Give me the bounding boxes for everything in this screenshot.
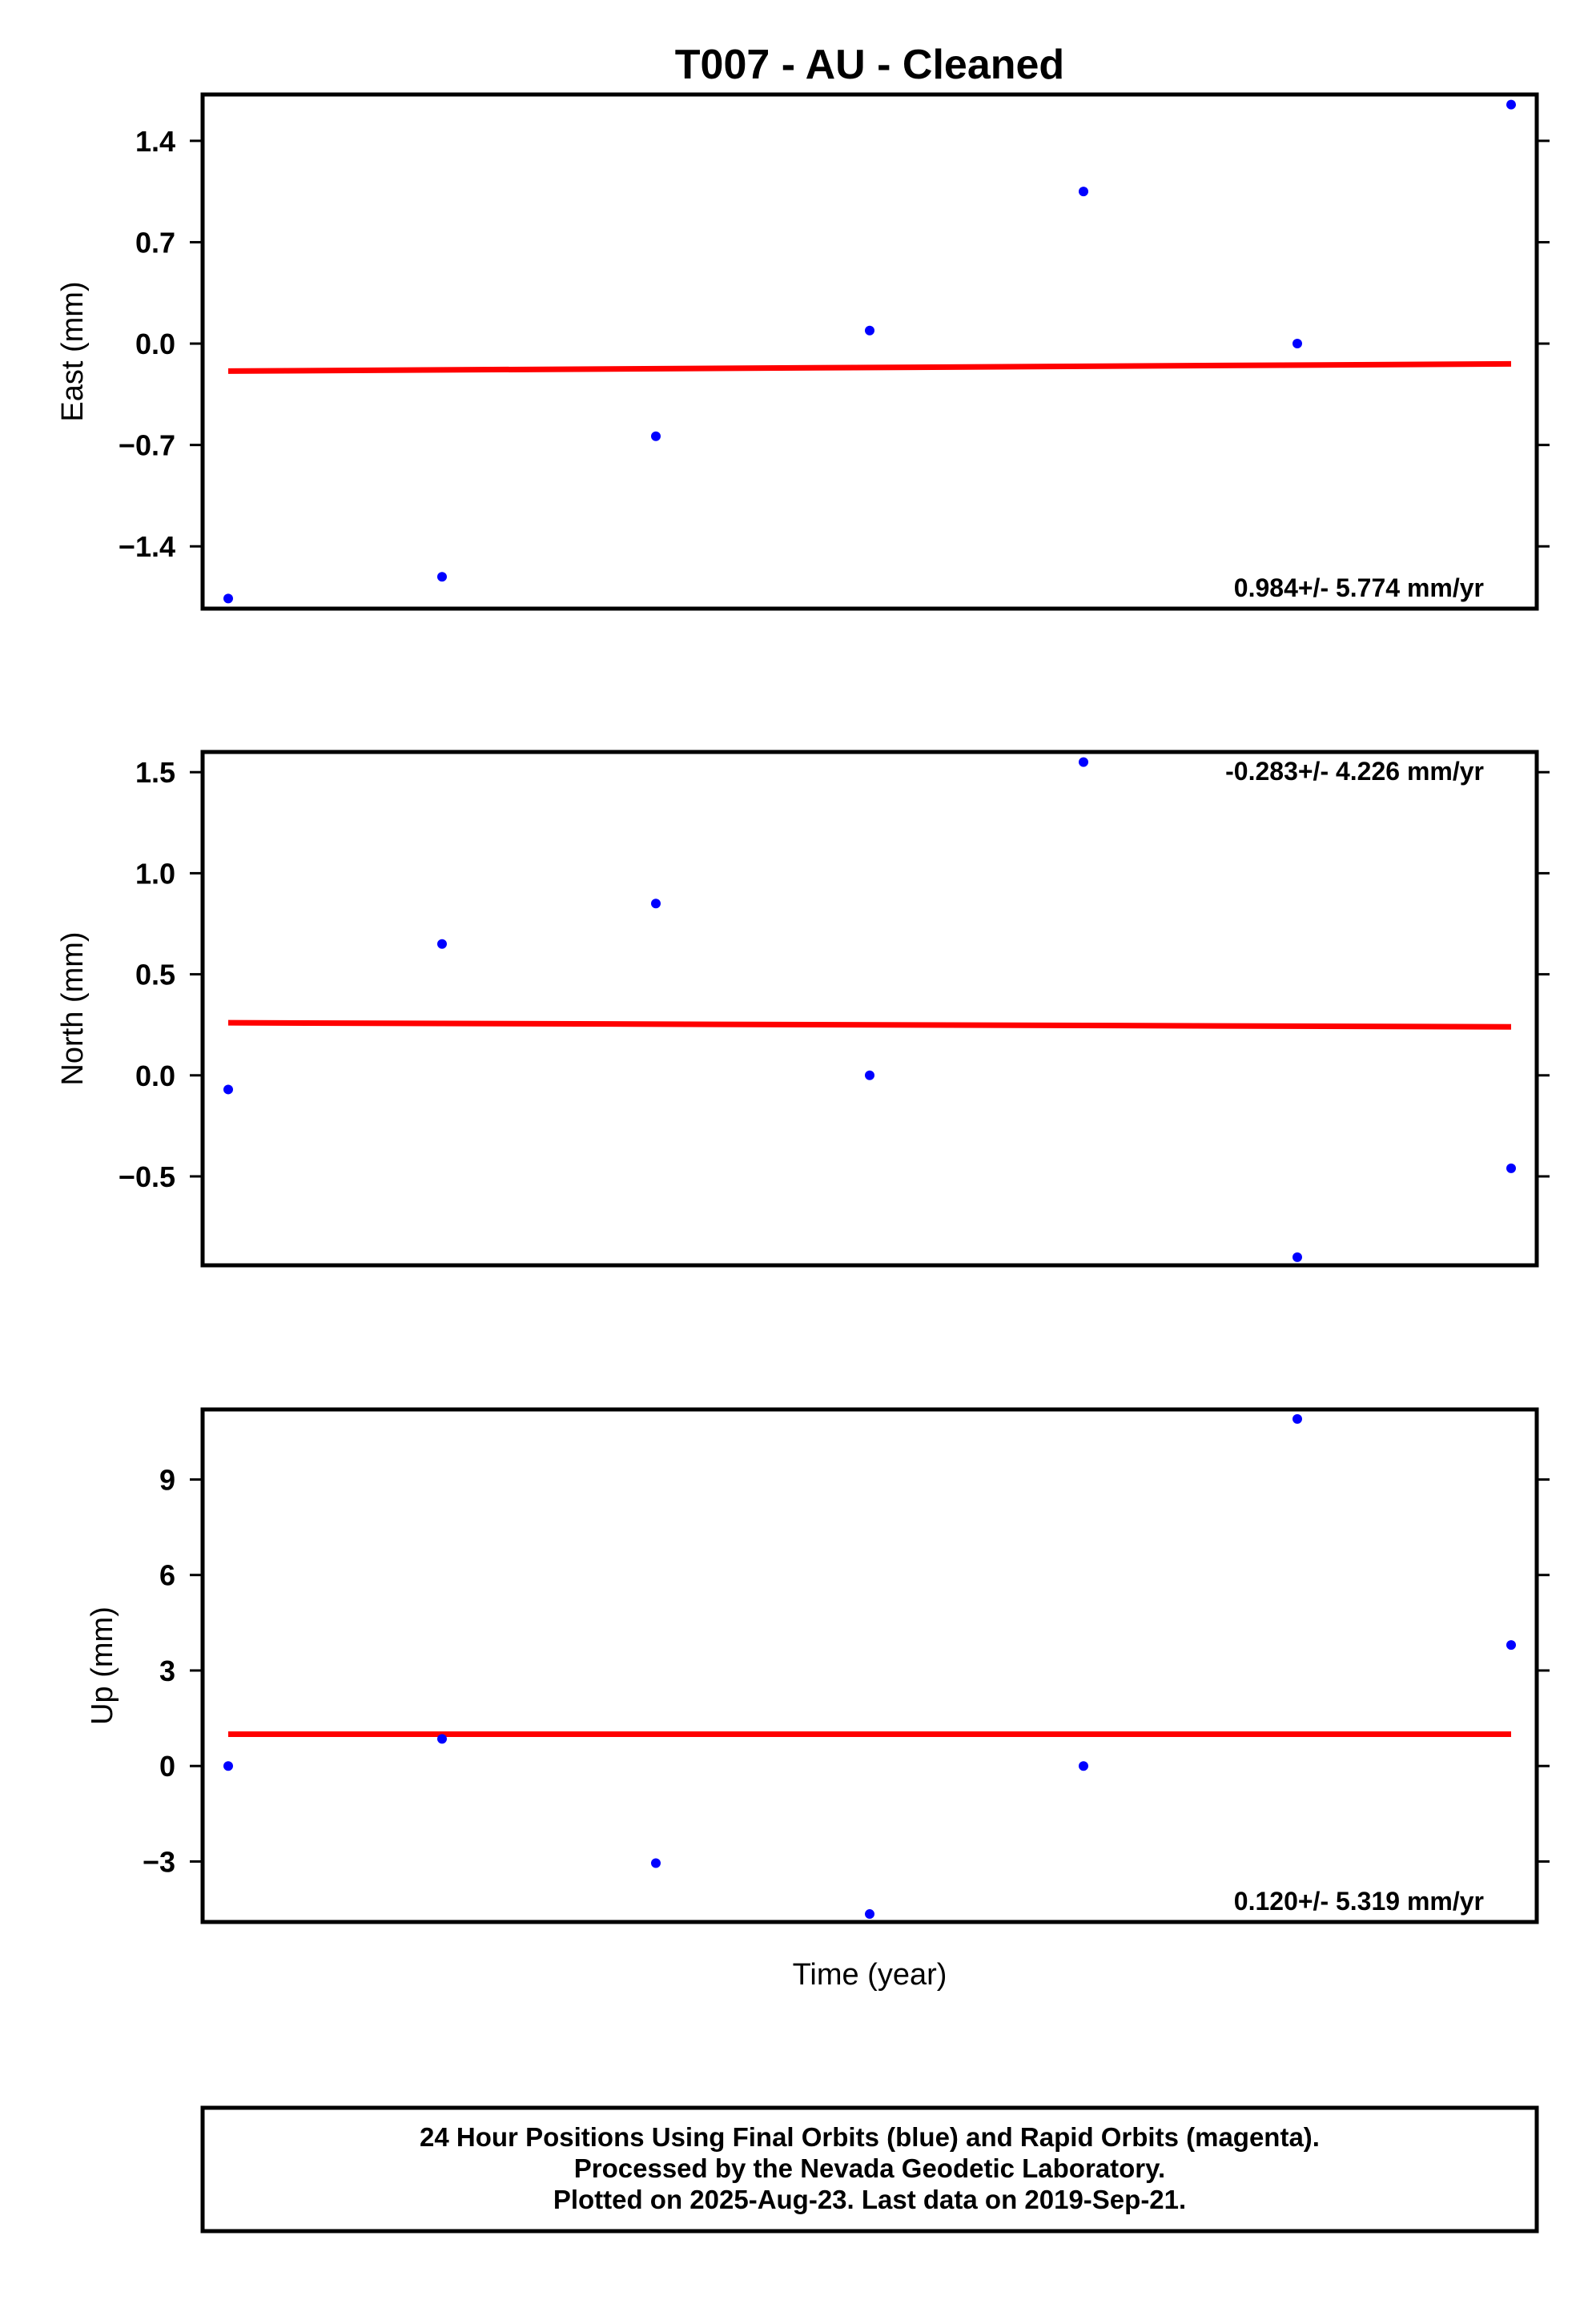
east-panel: 1.4 0.7 0.0 −0.7 −1.4 East (mm) 0.984+/- 5.774… <box>56 92 1550 611</box>
plot-frame <box>200 1407 1539 1924</box>
data-point <box>223 593 233 604</box>
data-point <box>1079 187 1088 197</box>
data-point <box>1292 1413 1302 1424</box>
y-tick-label: 1.4 <box>135 125 175 158</box>
y-tick-label: 0.7 <box>135 226 175 259</box>
data-point <box>865 1909 874 1920</box>
plot-frame <box>200 750 1539 1268</box>
footer-line-3: Plotted on 2025-Aug-23. Last data on 201… <box>553 2185 1186 2214</box>
y-tick-label: −1.4 <box>119 530 175 563</box>
data-point <box>865 325 874 336</box>
data-point <box>1506 1640 1516 1651</box>
y-tick-label: 0 <box>159 1750 175 1783</box>
data-point <box>1292 1252 1302 1262</box>
y-tick-label: 6 <box>159 1559 175 1592</box>
y-axis-label: North (mm) <box>56 931 90 1085</box>
data-point <box>1292 339 1302 349</box>
y-tick-label: 1.0 <box>135 857 175 890</box>
rate-label: -0.283+/- 4.226 mm/yr <box>1225 757 1484 786</box>
y-tick-label: 0.5 <box>135 959 175 991</box>
y-tick-label: 9 <box>159 1463 175 1496</box>
data-point <box>437 939 447 949</box>
x-axis-label: Time (year) <box>793 1958 947 1992</box>
data-point <box>223 1084 233 1095</box>
y-tick-label: 0.0 <box>135 1059 175 1092</box>
data-point <box>1506 1163 1516 1173</box>
north-panel: 1.5 1.0 0.5 0.0 −0.5 North (mm) -0.283+/- 4.22… <box>56 750 1550 1268</box>
data-point <box>437 572 447 582</box>
data-point <box>651 899 661 909</box>
y-tick-label: −0.5 <box>119 1160 175 1193</box>
plot-frame <box>200 92 1539 611</box>
footer-line-1: 24 Hour Positions Using Final Orbits (bl… <box>420 2122 1320 2152</box>
data-point <box>865 1070 874 1080</box>
y-tick-label: 0.0 <box>135 328 175 360</box>
y-axis-label: East (mm) <box>56 281 90 421</box>
data-point <box>1506 99 1516 110</box>
footer-box <box>200 2105 1539 2234</box>
y-axis-label: Up (mm) <box>86 1606 119 1725</box>
data-point <box>1079 757 1088 767</box>
data-point <box>651 431 661 441</box>
data-point <box>651 1858 661 1868</box>
rate-label: 0.120+/- 5.319 mm/yr <box>1234 1887 1484 1916</box>
y-tick-label: 1.5 <box>135 756 175 789</box>
trend-line <box>227 1019 1512 1030</box>
data-point <box>1079 1761 1088 1771</box>
y-tick-label: 3 <box>159 1655 175 1687</box>
data-point <box>437 1734 447 1744</box>
y-tick-label: −0.7 <box>119 429 175 462</box>
rate-label: 0.984+/- 5.774 mm/yr <box>1234 573 1484 602</box>
trend-line <box>227 360 1512 374</box>
footer-line-2: Processed by the Nevada Geodetic Laborat… <box>574 2153 1165 2183</box>
y-tick-label: −3 <box>143 1845 175 1878</box>
up-panel: 9 6 3 0 −3 Up (mm) 0.120+/- 5.319 mm/yr <box>86 1407 1550 1924</box>
data-point <box>223 1761 233 1771</box>
chart-title: T007 - AU - Cleaned <box>675 42 1064 88</box>
